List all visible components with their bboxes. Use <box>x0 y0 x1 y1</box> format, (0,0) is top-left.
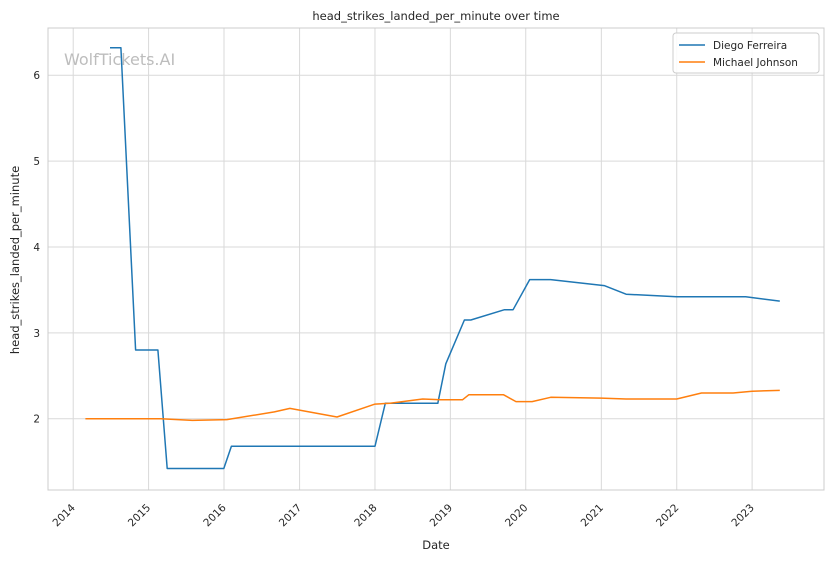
x-tick-label: 2019 <box>428 502 455 529</box>
y-tick-label: 6 <box>33 70 40 82</box>
series-layer <box>85 47 780 470</box>
x-tick-label: 2018 <box>352 502 379 529</box>
grid <box>48 28 824 490</box>
y-tick-labels: 2 3 4 5 6 <box>33 70 40 425</box>
y-tick-label: 4 <box>33 242 40 254</box>
x-tick-label: 2023 <box>729 502 756 529</box>
y-axis-label: head_strikes_landed_per_minute <box>8 166 22 354</box>
x-tick-label: 2017 <box>277 502 304 529</box>
chart-title: head_strikes_landed_per_minute over time <box>312 9 559 23</box>
y-tick-label: 2 <box>33 414 40 426</box>
legend-box <box>672 32 820 74</box>
plot-frame <box>47 27 825 491</box>
series-line-diego-ferreira <box>110 47 780 470</box>
x-tick-label: 2015 <box>126 502 153 529</box>
x-axis-label: Date <box>422 538 450 552</box>
x-tick-label: 2020 <box>503 502 530 529</box>
legend-label: Diego Ferreira <box>713 40 787 52</box>
y-tick-label: 5 <box>33 156 40 168</box>
x-tick-labels: 2014 2015 2016 2017 2018 2019 2020 2021 2022 2023 <box>51 502 757 530</box>
watermark: WolfTickets.AI <box>64 50 175 69</box>
x-tick-label: 2016 <box>201 502 229 530</box>
series-line-michael-johnson <box>85 389 780 422</box>
legend-label: Michael Johnson <box>713 57 798 69</box>
x-tick-label: 2022 <box>654 502 681 529</box>
x-tick-label: 2014 <box>51 502 79 530</box>
y-tick-label: 3 <box>33 328 40 340</box>
x-tick-label: 2021 <box>579 502 606 529</box>
legend: Diego Ferreira Michael Johnson <box>672 32 820 74</box>
